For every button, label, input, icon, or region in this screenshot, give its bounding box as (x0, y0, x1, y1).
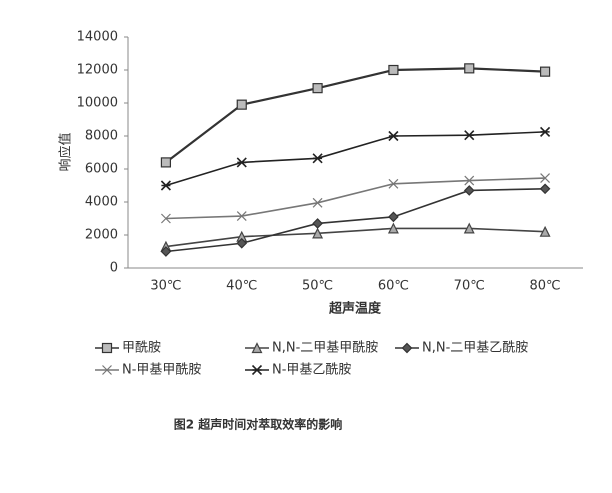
marker (251, 342, 263, 354)
legend-label: N-甲基甲酰胺 (122, 363, 201, 378)
legend-label: N,N-二甲基甲酰胺 (272, 341, 378, 356)
marker (401, 342, 413, 354)
marker (539, 66, 551, 77)
series-line (165, 177, 546, 220)
marker (236, 157, 247, 168)
marker (540, 173, 551, 183)
y-axis-label: 响应值 (58, 132, 74, 171)
legend-label: N-甲基乙酰胺 (272, 363, 351, 378)
series-line (165, 131, 546, 187)
y-tick-label: 0 (110, 261, 118, 276)
x-tick-label: 50℃ (302, 279, 333, 294)
marker (388, 211, 399, 223)
x-axis-label: 超声温度 (329, 301, 382, 317)
marker (464, 63, 475, 74)
x-tick-label: 70℃ (454, 279, 485, 294)
marker (160, 246, 172, 257)
y-tick-label: 4000 (85, 195, 118, 210)
x-tick-label: 60℃ (378, 279, 409, 294)
x-tick-label: 40℃ (226, 279, 257, 294)
marker (388, 64, 399, 76)
marker (236, 237, 248, 249)
caption: 图2 超声时间对萃取效率的影响 (174, 417, 343, 432)
marker (102, 365, 112, 375)
marker (312, 153, 323, 164)
marker (464, 175, 475, 186)
series-line (165, 67, 546, 164)
x-tick-label: 80℃ (530, 279, 561, 294)
y-tick-label: 8000 (85, 129, 118, 144)
marker (236, 99, 247, 110)
marker (160, 180, 171, 191)
marker (540, 126, 551, 137)
marker (312, 227, 324, 239)
series-line (165, 227, 546, 248)
marker (463, 222, 475, 234)
y-tick-label: 14000 (77, 30, 118, 45)
marker (463, 185, 475, 196)
marker (101, 342, 113, 354)
y-tick-label: 12000 (77, 63, 118, 78)
y-tick-label: 2000 (85, 228, 118, 243)
marker (312, 218, 323, 229)
marker (539, 225, 551, 237)
y-tick-label: 6000 (85, 162, 118, 177)
marker (312, 197, 323, 208)
marker (160, 213, 171, 224)
marker (539, 183, 551, 195)
marker (160, 157, 172, 168)
marker (251, 364, 263, 376)
marker (388, 178, 399, 189)
marker (464, 130, 475, 141)
marker (387, 222, 399, 234)
legend-label: 甲酰胺 (122, 341, 161, 356)
marker (236, 211, 247, 221)
series-line (165, 188, 546, 253)
legend-label: N,N-二甲基乙酰胺 (422, 341, 528, 356)
y-tick-label: 10000 (77, 96, 118, 111)
marker (312, 83, 323, 94)
x-tick-label: 30℃ (150, 279, 181, 294)
marker (388, 130, 399, 142)
